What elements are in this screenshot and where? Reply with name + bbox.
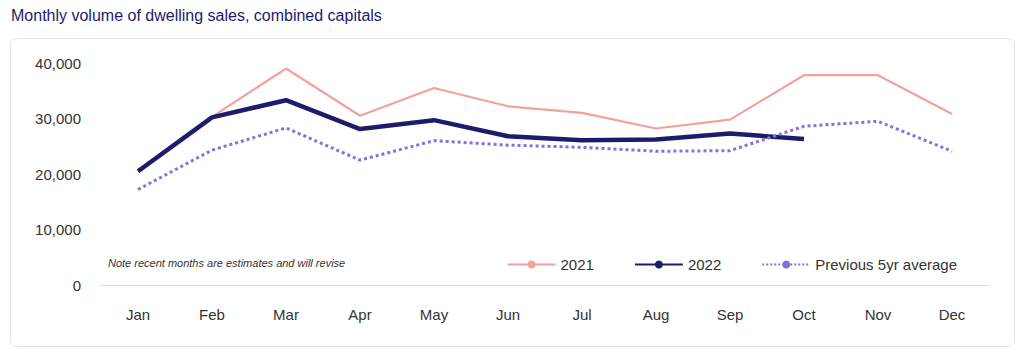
svg-text:30,000: 30,000	[35, 110, 81, 127]
svg-text:Mar: Mar	[273, 306, 299, 323]
svg-text:Apr: Apr	[348, 306, 371, 323]
svg-text:Feb: Feb	[199, 306, 225, 323]
svg-text:Jan: Jan	[126, 306, 150, 323]
svg-text:Aug: Aug	[643, 306, 670, 323]
svg-text:Jun: Jun	[496, 306, 520, 323]
svg-text:10,000: 10,000	[35, 221, 81, 238]
svg-text:Note recent months are estimat: Note recent months are estimates and wil…	[108, 257, 345, 269]
svg-text:Previous 5yr average: Previous 5yr average	[815, 256, 957, 273]
svg-text:Nov: Nov	[865, 306, 892, 323]
svg-text:2022: 2022	[688, 256, 721, 273]
svg-text:Dec: Dec	[939, 306, 966, 323]
svg-text:Oct: Oct	[792, 306, 816, 323]
svg-text:20,000: 20,000	[35, 166, 81, 183]
svg-text:Monthly volume of dwelling sal: Monthly volume of dwelling sales, combin…	[11, 7, 382, 24]
svg-text:2021: 2021	[561, 256, 594, 273]
svg-text:0: 0	[73, 277, 81, 294]
svg-text:40,000: 40,000	[35, 55, 81, 72]
svg-text:Sep: Sep	[717, 306, 744, 323]
svg-text:Jul: Jul	[572, 306, 591, 323]
svg-text:May: May	[420, 306, 449, 323]
